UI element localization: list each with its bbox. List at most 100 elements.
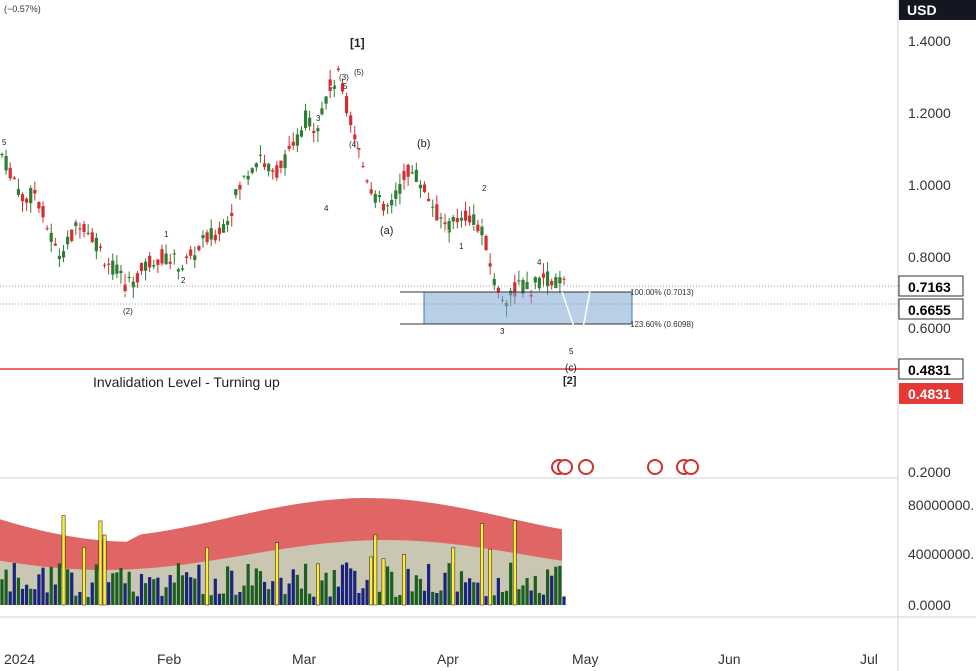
candle-body[interactable]	[320, 108, 324, 115]
candle-body[interactable]	[287, 145, 291, 149]
candle-body[interactable]	[98, 246, 103, 248]
candle-body[interactable]	[525, 282, 529, 290]
price-axis[interactable]: USD 1.4000 1.2000 1.0000 0.8000 0.6000 0…	[898, 0, 976, 613]
candle-body[interactable]	[521, 280, 525, 294]
candle-body[interactable]	[463, 210, 468, 221]
candle-body[interactable]	[82, 223, 86, 232]
candle-body[interactable]	[119, 270, 123, 274]
candle-body[interactable]	[209, 228, 213, 240]
candle-body[interactable]	[57, 255, 62, 260]
candle-body[interactable]	[291, 141, 295, 146]
candle-body[interactable]	[172, 253, 176, 255]
candle-body[interactable]	[513, 282, 517, 297]
candle-body[interactable]	[61, 251, 66, 258]
candle-body[interactable]	[111, 260, 115, 275]
us-flag-icon[interactable]	[557, 459, 573, 475]
candle-body[interactable]	[123, 284, 127, 292]
candle-body[interactable]	[53, 243, 57, 246]
candle-body[interactable]	[386, 205, 390, 207]
candle-body[interactable]	[377, 195, 382, 198]
candle-body[interactable]	[20, 194, 25, 202]
candle-body[interactable]	[160, 249, 164, 264]
candle-body[interactable]	[312, 130, 316, 134]
candle-body[interactable]	[554, 277, 558, 289]
candle-body[interactable]	[365, 180, 369, 182]
candle-body[interactable]	[390, 199, 394, 206]
candle-body[interactable]	[328, 79, 332, 91]
candle-body[interactable]	[406, 164, 410, 177]
candle-body[interactable]	[447, 221, 451, 233]
candle-body[interactable]	[217, 227, 222, 235]
candle-body[interactable]	[94, 237, 98, 252]
candle-body[interactable]	[369, 189, 373, 194]
candle-body[interactable]	[254, 163, 258, 168]
candle-body[interactable]	[488, 263, 492, 267]
candle-body[interactable]	[41, 206, 45, 218]
candle-body[interactable]	[517, 280, 521, 282]
candle-body[interactable]	[12, 177, 16, 180]
candle-body[interactable]	[66, 236, 70, 245]
candle-body[interactable]	[431, 206, 435, 208]
candle-body[interactable]	[427, 198, 431, 202]
candle-body[interactable]	[558, 277, 562, 284]
candle-body[interactable]	[308, 117, 312, 127]
candle-body[interactable]	[295, 134, 299, 146]
candle-body[interactable]	[541, 273, 546, 278]
candle-body[interactable]	[443, 222, 447, 225]
candle-body[interactable]	[476, 224, 480, 232]
us-flag-icon[interactable]	[578, 459, 594, 475]
candle-body[interactable]	[139, 262, 144, 271]
candle-body[interactable]	[562, 278, 566, 280]
candle-body[interactable]	[135, 273, 139, 283]
event-flags[interactable]	[551, 459, 699, 475]
candle-body[interactable]	[205, 232, 209, 243]
candle-body[interactable]	[49, 232, 53, 242]
candle-body[interactable]	[332, 85, 336, 89]
candle-body[interactable]	[242, 175, 246, 177]
candle-body[interactable]	[131, 281, 135, 288]
candle-body[interactable]	[102, 264, 107, 266]
candle-body[interactable]	[550, 281, 554, 286]
candle-body[interactable]	[402, 170, 406, 180]
candle-body[interactable]	[340, 83, 345, 92]
candle-body[interactable]	[258, 154, 263, 156]
candle-body[interactable]	[107, 263, 111, 265]
candle-body[interactable]	[184, 256, 189, 258]
candle-body[interactable]	[86, 232, 90, 234]
candle-body[interactable]	[262, 163, 267, 168]
candle-body[interactable]	[533, 277, 537, 283]
candle-body[interactable]	[414, 169, 418, 183]
candle-body[interactable]	[496, 287, 500, 293]
candle-body[interactable]	[271, 170, 275, 172]
candle-body[interactable]	[221, 224, 226, 233]
candle-body[interactable]	[299, 130, 304, 137]
candle-body[interactable]	[279, 160, 283, 168]
candle-body[interactable]	[275, 165, 279, 178]
candle-body[interactable]	[349, 115, 353, 126]
us-flag-icon[interactable]	[683, 459, 699, 475]
candle-body[interactable]	[394, 190, 398, 199]
candle-body[interactable]	[238, 184, 242, 190]
candle-body[interactable]	[422, 184, 427, 192]
candle-body[interactable]	[74, 222, 78, 226]
candle-body[interactable]	[115, 264, 119, 274]
candle-body[interactable]	[29, 187, 33, 204]
candle-body[interactable]	[492, 278, 496, 285]
candle-body[interactable]	[336, 68, 340, 70]
candle-body[interactable]	[459, 217, 464, 221]
candle-body[interactable]	[472, 214, 476, 227]
candle-body[interactable]	[283, 154, 287, 169]
candle-body[interactable]	[189, 249, 193, 256]
candle-body[interactable]	[410, 172, 414, 174]
candle-body[interactable]	[143, 261, 148, 271]
candle-body[interactable]	[45, 228, 49, 230]
candle-body[interactable]	[484, 235, 488, 251]
candle-body[interactable]	[418, 184, 423, 189]
candle-body[interactable]	[226, 220, 230, 225]
candle-body[interactable]	[234, 189, 238, 196]
candle-body[interactable]	[324, 96, 328, 104]
candle-body[interactable]	[33, 189, 37, 194]
candle-body[interactable]	[197, 246, 201, 251]
candle-body[interactable]	[8, 167, 12, 179]
candle-body[interactable]	[37, 201, 41, 209]
